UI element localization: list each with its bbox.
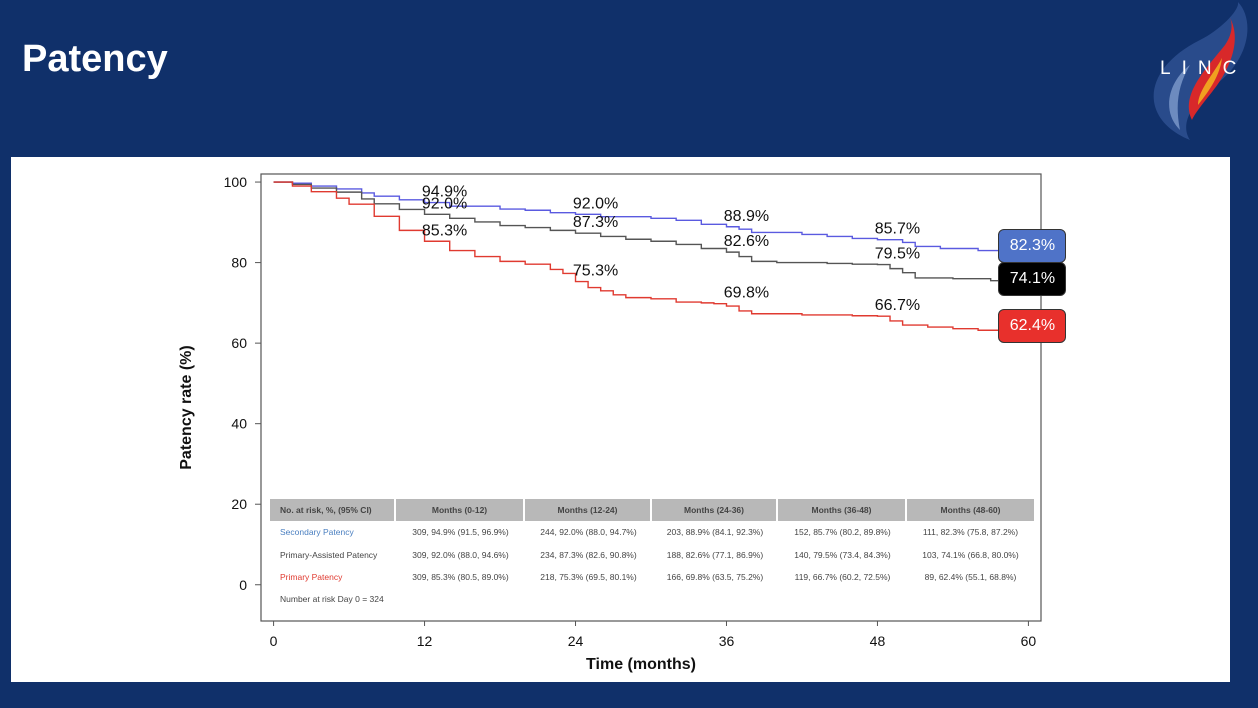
y-tick-label: 80 — [231, 255, 247, 271]
slide-title: Patency — [22, 38, 168, 80]
chart-panel: 0 20 40 60 80 100 0 12 24 36 48 60 Time (months) Pate… — [11, 157, 1230, 682]
data-label: 66.7% — [875, 297, 920, 314]
risk-cell: 309, 94.9% (91.5, 96.9%) — [412, 527, 509, 538]
risk-cell: 89, 62.4% (55.1, 68.8%) — [924, 572, 1017, 583]
x-axis-label: Time (months) — [586, 656, 696, 673]
risk-table-footnote: Number at risk Day 0 = 324 — [280, 593, 384, 604]
risk-table-header-cell: Months (12-24) — [525, 499, 652, 521]
risk-cell: 309, 92.0% (88.0, 94.6%) — [412, 549, 509, 560]
risk-table: No. at risk, %, (95% CI) Months (0-12) M… — [270, 499, 1034, 609]
risk-table-header-cell: No. at risk, %, (95% CI) — [270, 499, 396, 521]
risk-table-header: No. at risk, %, (95% CI) Months (0-12) M… — [270, 499, 1034, 521]
risk-cell: 111, 82.3% (75.8, 87.2%) — [922, 527, 1019, 538]
x-tick-label: 36 — [719, 633, 735, 649]
risk-row-label: Secondary Patency — [280, 527, 354, 538]
end-badge-secondary: 82.3% — [998, 229, 1067, 264]
y-tick-label: 60 — [231, 335, 247, 351]
data-label: 85.7% — [875, 221, 920, 238]
x-tick-label: 24 — [568, 633, 584, 649]
data-label: 82.6% — [724, 233, 769, 250]
risk-cell: 140, 79.5% (73.4, 84.3%) — [794, 549, 891, 560]
series-line-2 — [273, 181, 1030, 334]
risk-cell: 103, 74.1% (66.8, 80.0%) — [922, 549, 1019, 560]
risk-cell: 309, 85.3% (80.5, 89.0%) — [412, 572, 509, 583]
risk-cell: 244, 92.0% (88.0, 94.7%) — [540, 527, 637, 538]
risk-table-header-cell: Months (36-48) — [778, 499, 907, 521]
y-axis-label: Patency rate (%) — [178, 345, 195, 470]
risk-cell: 166, 69.8% (63.5, 75.2%) — [666, 572, 764, 583]
km-chart: 0 20 40 60 80 100 0 12 24 36 48 60 Time (months) Pate… — [178, 173, 1042, 673]
linc-logo — [1153, 2, 1248, 140]
series-line-1 — [273, 181, 1030, 287]
risk-cell: 152, 85.7% (80.2, 89.8%) — [794, 527, 891, 538]
data-label: 85.3% — [422, 222, 467, 239]
data-label: 75.3% — [573, 263, 618, 280]
risk-cell: 188, 82.6% (77.1, 86.9%) — [666, 549, 764, 560]
y-tick-label: 100 — [224, 174, 248, 190]
y-tick-label: 20 — [231, 496, 247, 512]
data-label: 69.8% — [724, 285, 769, 302]
risk-table-row: Primary-Assisted Patency 309, 92.0% (88.… — [270, 544, 1034, 567]
data-label: 87.3% — [573, 214, 618, 231]
logo-text: LINC — [1160, 58, 1248, 79]
data-label: 79.5% — [875, 246, 920, 263]
series-line-0 — [273, 181, 1030, 254]
x-tick-label: 48 — [870, 633, 886, 649]
risk-table-header-cell: Months (24-36) — [652, 499, 778, 521]
data-label: 92.0% — [573, 195, 618, 212]
y-tick-label: 0 — [239, 577, 247, 593]
data-label: 94.9% — [422, 184, 467, 201]
data-label: 92.0% — [422, 195, 467, 212]
end-badge-primary-assisted: 74.1% — [998, 262, 1067, 297]
risk-row-label: Primary Patency — [280, 572, 343, 583]
x-tick-label: 12 — [417, 633, 433, 649]
x-tick-label: 0 — [270, 633, 278, 649]
risk-cell: 234, 87.3% (82.6, 90.8%) — [540, 549, 637, 560]
risk-table-row: Secondary Patency 309, 94.9% (91.5, 96.9… — [270, 521, 1034, 544]
risk-row-label: Primary-Assisted Patency — [280, 549, 378, 560]
risk-table-header-cell: Months (48-60) — [907, 499, 1034, 521]
risk-cell: 218, 75.3% (69.5, 80.1%) — [540, 572, 637, 583]
data-label: 88.9% — [724, 208, 769, 225]
end-badge-primary: 62.4% — [998, 309, 1067, 344]
x-tick-label: 60 — [1021, 633, 1037, 649]
y-tick-label: 40 — [231, 416, 247, 432]
risk-cell: 119, 66.7% (60.2, 72.5%) — [794, 572, 891, 583]
plot-frame — [260, 173, 1042, 622]
risk-table-header-cell: Months (0-12) — [396, 499, 525, 521]
risk-cell: 203, 88.9% (84.1, 92.3%) — [666, 527, 764, 538]
risk-table-row: Primary Patency 309, 85.3% (80.5, 89.0%)… — [270, 566, 1034, 589]
